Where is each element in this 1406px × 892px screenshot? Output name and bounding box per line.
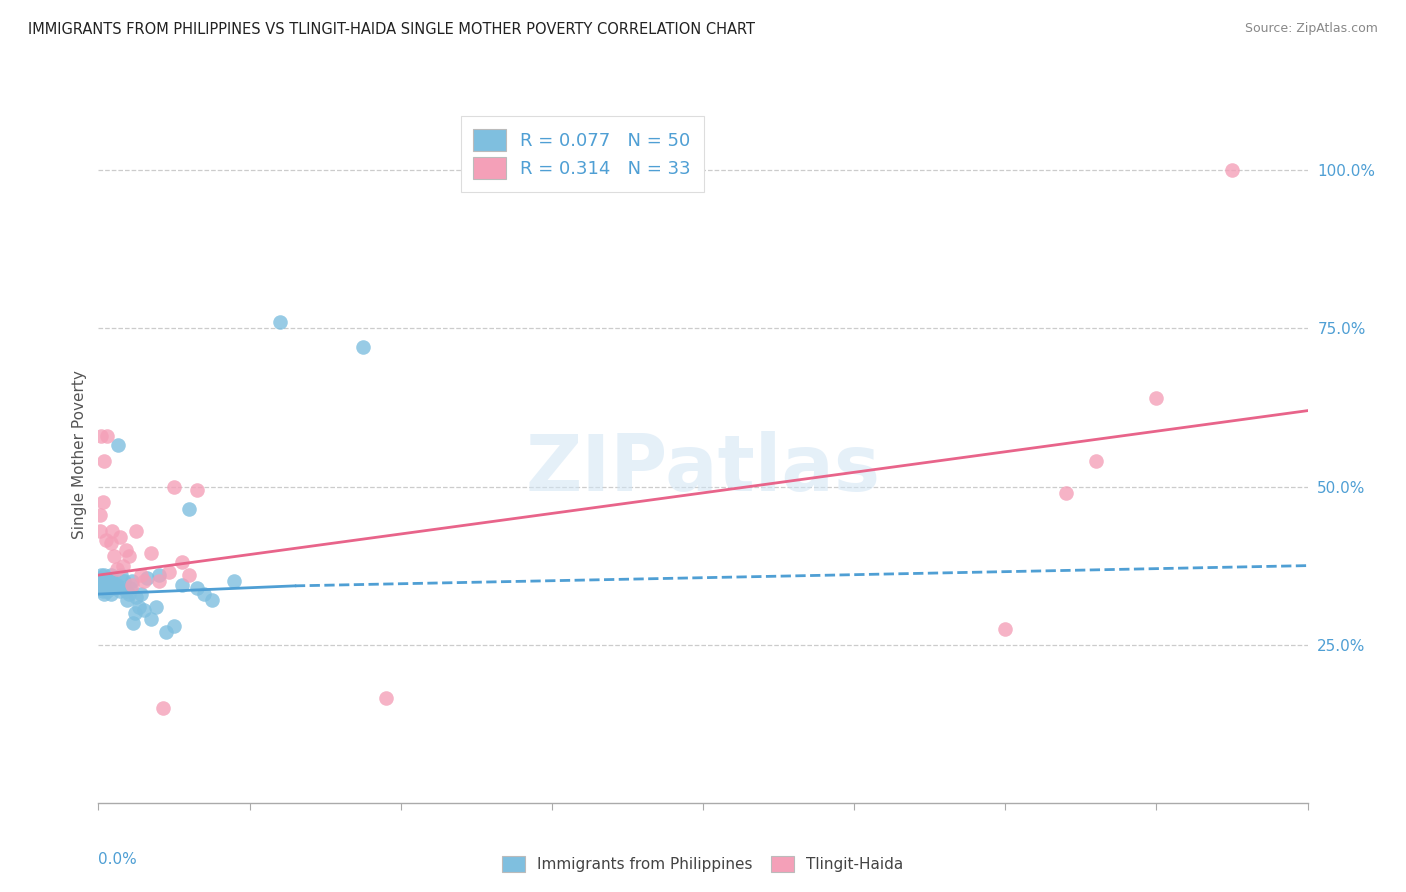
Point <box>108 583 131 598</box>
Point <box>170 577 193 591</box>
Point <box>115 593 138 607</box>
Point <box>98 574 121 589</box>
Point <box>94 574 117 589</box>
Point <box>201 593 224 607</box>
Point <box>1220 163 1243 178</box>
Text: Source: ZipAtlas.com: Source: ZipAtlas.com <box>1244 22 1378 36</box>
Point <box>152 701 174 715</box>
Text: ZIPatlas: ZIPatlas <box>526 431 880 507</box>
Point <box>90 568 112 582</box>
Point <box>129 587 152 601</box>
Point <box>122 615 145 630</box>
Point <box>98 581 121 595</box>
Point <box>118 587 141 601</box>
Point <box>994 622 1017 636</box>
Point <box>186 581 208 595</box>
Point <box>1054 486 1077 500</box>
Point <box>93 568 115 582</box>
Point <box>100 536 122 550</box>
Point <box>128 599 150 614</box>
Text: IMMIGRANTS FROM PHILIPPINES VS TLINGIT-HAIDA SINGLE MOTHER POVERTY CORRELATION C: IMMIGRANTS FROM PHILIPPINES VS TLINGIT-H… <box>28 22 755 37</box>
Point <box>89 524 111 538</box>
Point <box>121 574 143 589</box>
Point <box>96 577 118 591</box>
Point <box>114 542 136 557</box>
Point <box>155 625 177 640</box>
Point <box>179 568 201 582</box>
Point <box>101 574 124 589</box>
Point <box>121 577 143 591</box>
Point <box>159 565 181 579</box>
Point <box>91 583 114 598</box>
Point <box>89 577 111 591</box>
Point <box>170 556 193 570</box>
Point <box>148 574 170 589</box>
Point <box>94 581 117 595</box>
Legend: Immigrants from Philippines, Tlingit-Haida: Immigrants from Philippines, Tlingit-Hai… <box>495 848 911 880</box>
Y-axis label: Single Mother Poverty: Single Mother Poverty <box>72 370 87 540</box>
Point <box>132 574 155 589</box>
Point <box>141 546 163 560</box>
Point <box>112 574 135 589</box>
Point <box>93 454 115 468</box>
Point <box>105 562 128 576</box>
Point <box>1085 454 1108 468</box>
Point <box>132 603 155 617</box>
Point <box>91 574 114 589</box>
Point <box>94 533 117 548</box>
Point <box>120 581 142 595</box>
Point <box>105 577 128 591</box>
Point <box>224 574 246 589</box>
Point <box>110 568 132 582</box>
Point <box>100 587 122 601</box>
Point <box>129 568 152 582</box>
Point <box>90 429 112 443</box>
Text: 0.0%: 0.0% <box>98 852 138 866</box>
Point <box>145 599 167 614</box>
Point <box>89 571 111 585</box>
Point <box>186 483 208 497</box>
Point <box>90 581 112 595</box>
Point <box>114 583 136 598</box>
Point <box>125 524 148 538</box>
Point <box>269 315 291 329</box>
Point <box>111 581 134 595</box>
Point <box>89 508 111 522</box>
Point <box>104 581 127 595</box>
Point <box>124 606 146 620</box>
Point <box>163 618 186 632</box>
Point <box>179 501 201 516</box>
Point <box>148 568 170 582</box>
Point <box>103 581 125 595</box>
Point <box>163 479 186 493</box>
Point <box>111 558 134 573</box>
Point <box>374 691 396 706</box>
Point <box>103 549 125 563</box>
Point <box>101 524 124 538</box>
Point <box>91 495 114 509</box>
Point <box>141 612 163 626</box>
Point <box>352 340 374 354</box>
Point <box>100 568 122 582</box>
Point <box>93 587 115 601</box>
Point <box>107 438 129 452</box>
Point <box>118 549 141 563</box>
Point <box>108 530 131 544</box>
Point <box>125 591 148 605</box>
Point <box>96 583 118 598</box>
Point <box>193 587 215 601</box>
Legend: R = 0.077   N = 50, R = 0.314   N = 33: R = 0.077 N = 50, R = 0.314 N = 33 <box>461 116 703 192</box>
Point <box>96 429 118 443</box>
Point <box>135 571 157 585</box>
Point <box>1144 391 1167 405</box>
